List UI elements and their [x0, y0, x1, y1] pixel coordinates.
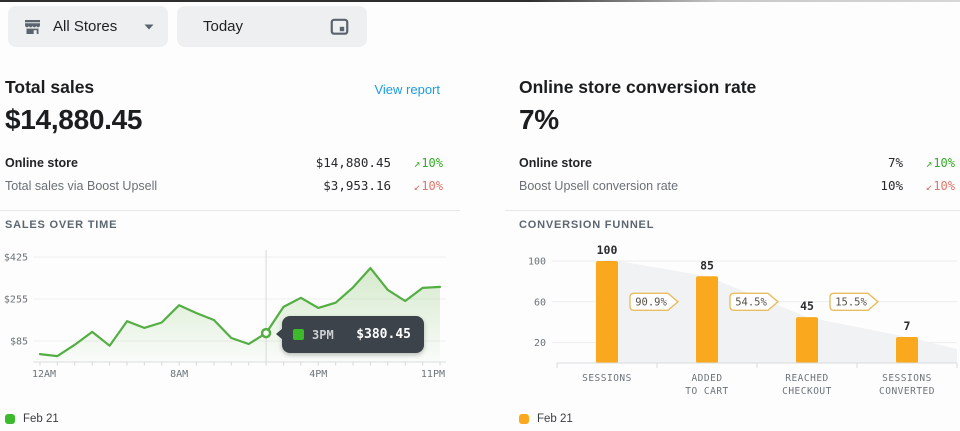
- svg-text:90.9%: 90.9%: [635, 297, 667, 309]
- tooltip-time: 3PM: [312, 327, 334, 342]
- chart-tooltip: 3PM $380.45: [276, 316, 424, 353]
- svg-text:100: 100: [528, 257, 546, 268]
- chevron-down-icon: [144, 24, 154, 29]
- trend-up-icon: ↗: [413, 156, 421, 170]
- legend-swatch-icon: [5, 414, 15, 424]
- svg-text:54.5%: 54.5%: [735, 297, 767, 309]
- svg-text:85: 85: [700, 258, 714, 272]
- delta-value: 10%: [421, 178, 443, 193]
- total-sales-value: $14,880.45: [5, 104, 143, 135]
- trend-down-icon: ↙: [925, 179, 933, 193]
- svg-text:CONVERTED: CONVERTED: [879, 386, 935, 397]
- card-title: Online store conversion rate: [519, 77, 757, 97]
- delta-value: 10%: [421, 155, 443, 170]
- svg-text:7: 7: [904, 319, 911, 333]
- series-swatch-icon: [293, 329, 304, 340]
- metric-value: 7%: [887, 155, 903, 170]
- metric-label: Online store: [5, 155, 78, 170]
- svg-text:15.5%: 15.5%: [835, 297, 867, 309]
- section-divider: [505, 210, 960, 211]
- date-selector-label: Today: [203, 18, 244, 35]
- metric-label: Total sales via Boost Upsell: [5, 178, 158, 193]
- trend-down-icon: ↙: [413, 179, 421, 193]
- delta-value: 10%: [933, 155, 955, 170]
- total-sales-card: Total sales View report $14,880.45 Onlin…: [0, 0, 460, 431]
- delta-badge: ↙10%: [391, 179, 443, 193]
- svg-text:100: 100: [597, 243, 618, 257]
- conversion-rate-value: 7%: [519, 104, 559, 135]
- svg-text:$425: $425: [4, 253, 28, 264]
- metric-value: $14,880.45: [315, 155, 391, 170]
- metric-label: Boost Upsell conversion rate: [519, 178, 679, 193]
- store-selector-label: All Stores: [53, 18, 118, 35]
- metric-row: Online store $14,880.45 ↗10%: [5, 151, 443, 174]
- svg-text:45: 45: [800, 299, 814, 313]
- section-divider: [0, 210, 460, 211]
- section-title: CONVERSION FUNNEL: [519, 219, 655, 231]
- legend-label: Feb 21: [537, 413, 573, 425]
- card-title: Total sales: [5, 77, 95, 97]
- metric-row: Boost Upsell conversion rate 10% ↙10%: [519, 174, 955, 197]
- svg-text:SESSIONS: SESSIONS: [882, 373, 932, 384]
- svg-text:ADDED: ADDED: [691, 373, 722, 384]
- metric-rows: Online store 7% ↗10% Boost Upsell conver…: [519, 151, 955, 197]
- store-selector-button[interactable]: All Stores: [8, 6, 168, 47]
- svg-text:20: 20: [534, 338, 546, 349]
- metric-row: Total sales via Boost Upsell $3,953.16 ↙…: [5, 174, 443, 197]
- svg-text:SESSIONS: SESSIONS: [582, 373, 632, 384]
- delta-value: 10%: [933, 178, 955, 193]
- date-selector-button[interactable]: Today: [177, 6, 367, 47]
- svg-text:REACHED: REACHED: [785, 373, 829, 384]
- view-report-link[interactable]: View report: [374, 82, 440, 97]
- metric-rows: Online store $14,880.45 ↗10% Total sales…: [5, 151, 443, 197]
- legend-label: Feb 21: [23, 413, 59, 425]
- svg-text:4PM: 4PM: [309, 369, 327, 380]
- delta-badge: ↗10%: [391, 156, 443, 170]
- metric-label: Online store: [519, 155, 592, 170]
- window-top-edge: [0, 0, 960, 2]
- svg-text:8AM: 8AM: [170, 369, 188, 380]
- trend-up-icon: ↗: [925, 156, 933, 170]
- metric-value: 10%: [880, 178, 903, 193]
- calendar-icon: [330, 18, 349, 35]
- chart-legend: Feb 21: [519, 413, 573, 425]
- storefront-icon: [25, 19, 40, 34]
- conversion-funnel-chart[interactable]: 100 60 20 100 85 45 7 90.9% 54.5% 15.5% SESSIONS AD…: [505, 240, 960, 400]
- svg-text:11PM: 11PM: [421, 369, 445, 380]
- topbar: All Stores Today: [0, 6, 960, 48]
- metric-value: $3,953.16: [323, 178, 391, 193]
- conversion-rate-card: Online store conversion rate 7% Online s…: [505, 0, 960, 431]
- svg-text:$255: $255: [4, 295, 28, 306]
- svg-text:TO CART: TO CART: [685, 386, 729, 397]
- svg-text:CHECKOUT: CHECKOUT: [782, 386, 832, 397]
- delta-badge: ↙10%: [903, 179, 955, 193]
- svg-text:60: 60: [534, 297, 546, 308]
- delta-badge: ↗10%: [903, 156, 955, 170]
- svg-text:$85: $85: [10, 337, 28, 348]
- metric-row: Online store 7% ↗10%: [519, 151, 955, 174]
- section-title: SALES OVER TIME: [5, 219, 118, 231]
- svg-text:12AM: 12AM: [32, 369, 56, 380]
- legend-swatch-icon: [519, 414, 529, 424]
- tooltip-value: $380.45: [356, 327, 411, 342]
- chart-legend: Feb 21: [5, 413, 59, 425]
